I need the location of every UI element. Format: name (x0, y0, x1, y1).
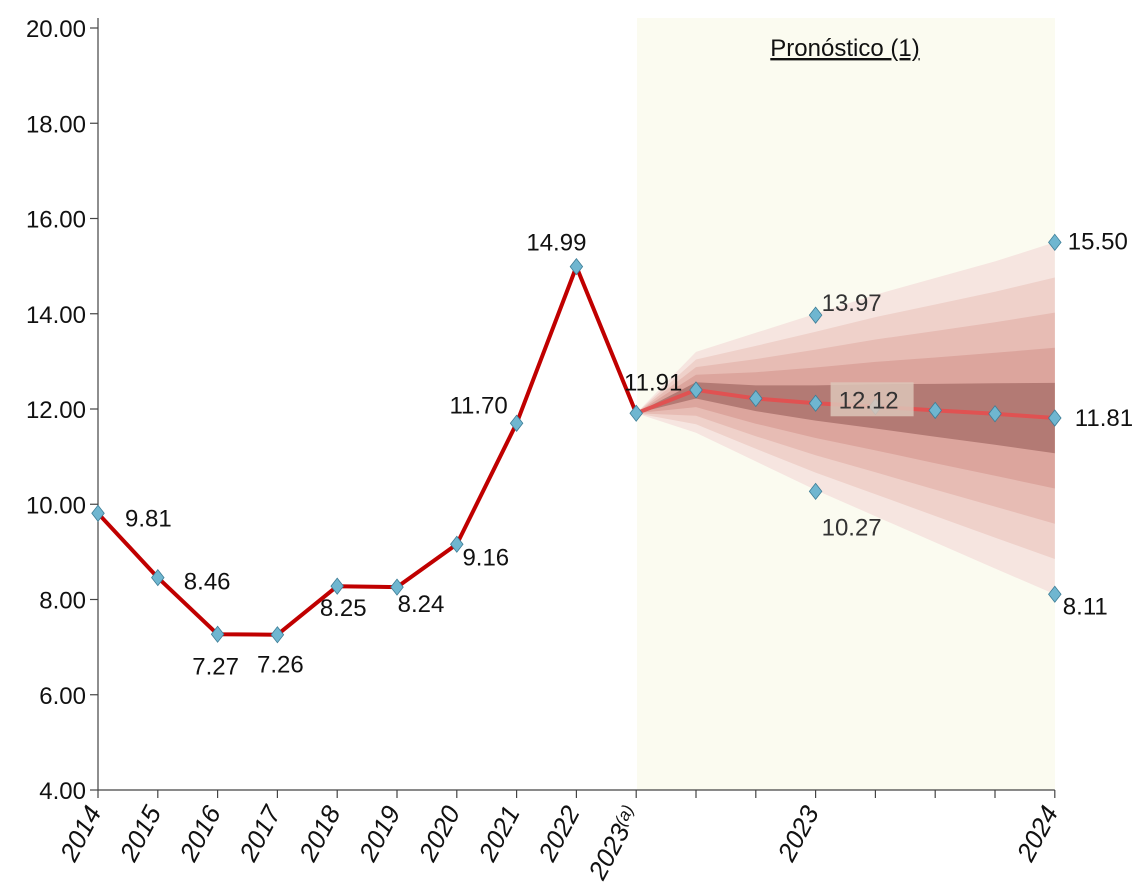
forecast-lower-2023-point (808, 482, 823, 501)
forecast-lower-2023-label: 10.27 (822, 514, 882, 541)
historical-point (330, 577, 344, 595)
forecast-lower-2024-label: 8.11 (1063, 593, 1108, 620)
x-tick-label: 2014 (53, 801, 107, 867)
historical-point (450, 535, 464, 553)
forecast-point (689, 381, 703, 399)
historical-point (509, 414, 524, 432)
forecast-lower-2024-point (1048, 585, 1062, 603)
historical-value-label: 8.24 (398, 591, 445, 618)
x-tick-label: 2018 (292, 800, 346, 867)
historical-value-label: 7.26 (257, 652, 304, 679)
forecast-point (1048, 409, 1062, 427)
x-tick-label: 2017 (233, 799, 288, 866)
x-tick-label: 2021 (472, 801, 526, 867)
historical-point (210, 625, 225, 643)
forecast-title: Pronóstico (1) (770, 35, 919, 62)
historical-value-label: 8.25 (320, 595, 367, 622)
y-tick-label: 8.00 (39, 588, 86, 615)
forecast-upper-2023-point (808, 306, 823, 324)
y-tick-label: 18.00 (26, 111, 86, 138)
x-tick-label: 2024 (1010, 801, 1064, 867)
historical-value-label: 7.27 (192, 653, 239, 680)
y-tick-label: 14.00 (26, 302, 86, 329)
historical-point (151, 568, 165, 587)
historical-point (629, 404, 643, 422)
x-tick-label: 2016 (173, 800, 227, 867)
y-tick-label: 6.00 (39, 683, 86, 710)
forecast-point (749, 389, 763, 408)
historical-point (270, 626, 285, 644)
x-tick-label: 2020 (412, 800, 466, 867)
historical-value-label: 9.81 (125, 505, 172, 532)
historical-value-label: 8.46 (184, 569, 231, 596)
historical-value-label: 9.16 (462, 544, 509, 571)
historical-point (569, 257, 584, 276)
y-tick-label: 20.00 (26, 16, 86, 43)
forecast-upper-2023-label: 13.97 (822, 290, 882, 317)
historical-value-label: 14.99 (526, 230, 586, 257)
historical-point (91, 504, 105, 522)
historical-line (96, 264, 639, 637)
y-tick-label: 10.00 (26, 492, 86, 519)
y-tick-label: 4.00 (39, 778, 86, 805)
central-2023-label-box (830, 382, 914, 417)
labels: 9.81 8.46 7.27 7.26 8.25 8.24 9.16 11.70 14.99 11… (125, 228, 1133, 680)
historical-value-label: 11.70 (449, 392, 507, 419)
forecast-central-2024-label: 11.81 (1075, 405, 1133, 432)
x-tick-label: 2023(a) (582, 801, 646, 885)
forecast-point (928, 401, 942, 420)
historical-value-label: 11.91 (624, 369, 682, 396)
x-tick-label: 2015 (113, 800, 167, 867)
forecast-central-2023-label: 12.12 (839, 387, 899, 414)
y-tick-label: 16.00 (26, 207, 86, 234)
forecast-upper-2024-label: 15.50 (1068, 228, 1128, 255)
forecast-upper-2024-point (1048, 233, 1062, 251)
fan-band-5 (636, 382, 1055, 454)
x-tick-label: 2019 (352, 801, 406, 867)
x-tick-label: 2022 (532, 800, 586, 867)
forecast-point (808, 394, 823, 412)
forecast-point (988, 405, 1002, 423)
y-tick-label: 12.00 (26, 397, 86, 424)
forecast-fan (636, 242, 1055, 595)
historical-point (390, 578, 404, 596)
x-tick-label: 2023 (771, 800, 825, 867)
